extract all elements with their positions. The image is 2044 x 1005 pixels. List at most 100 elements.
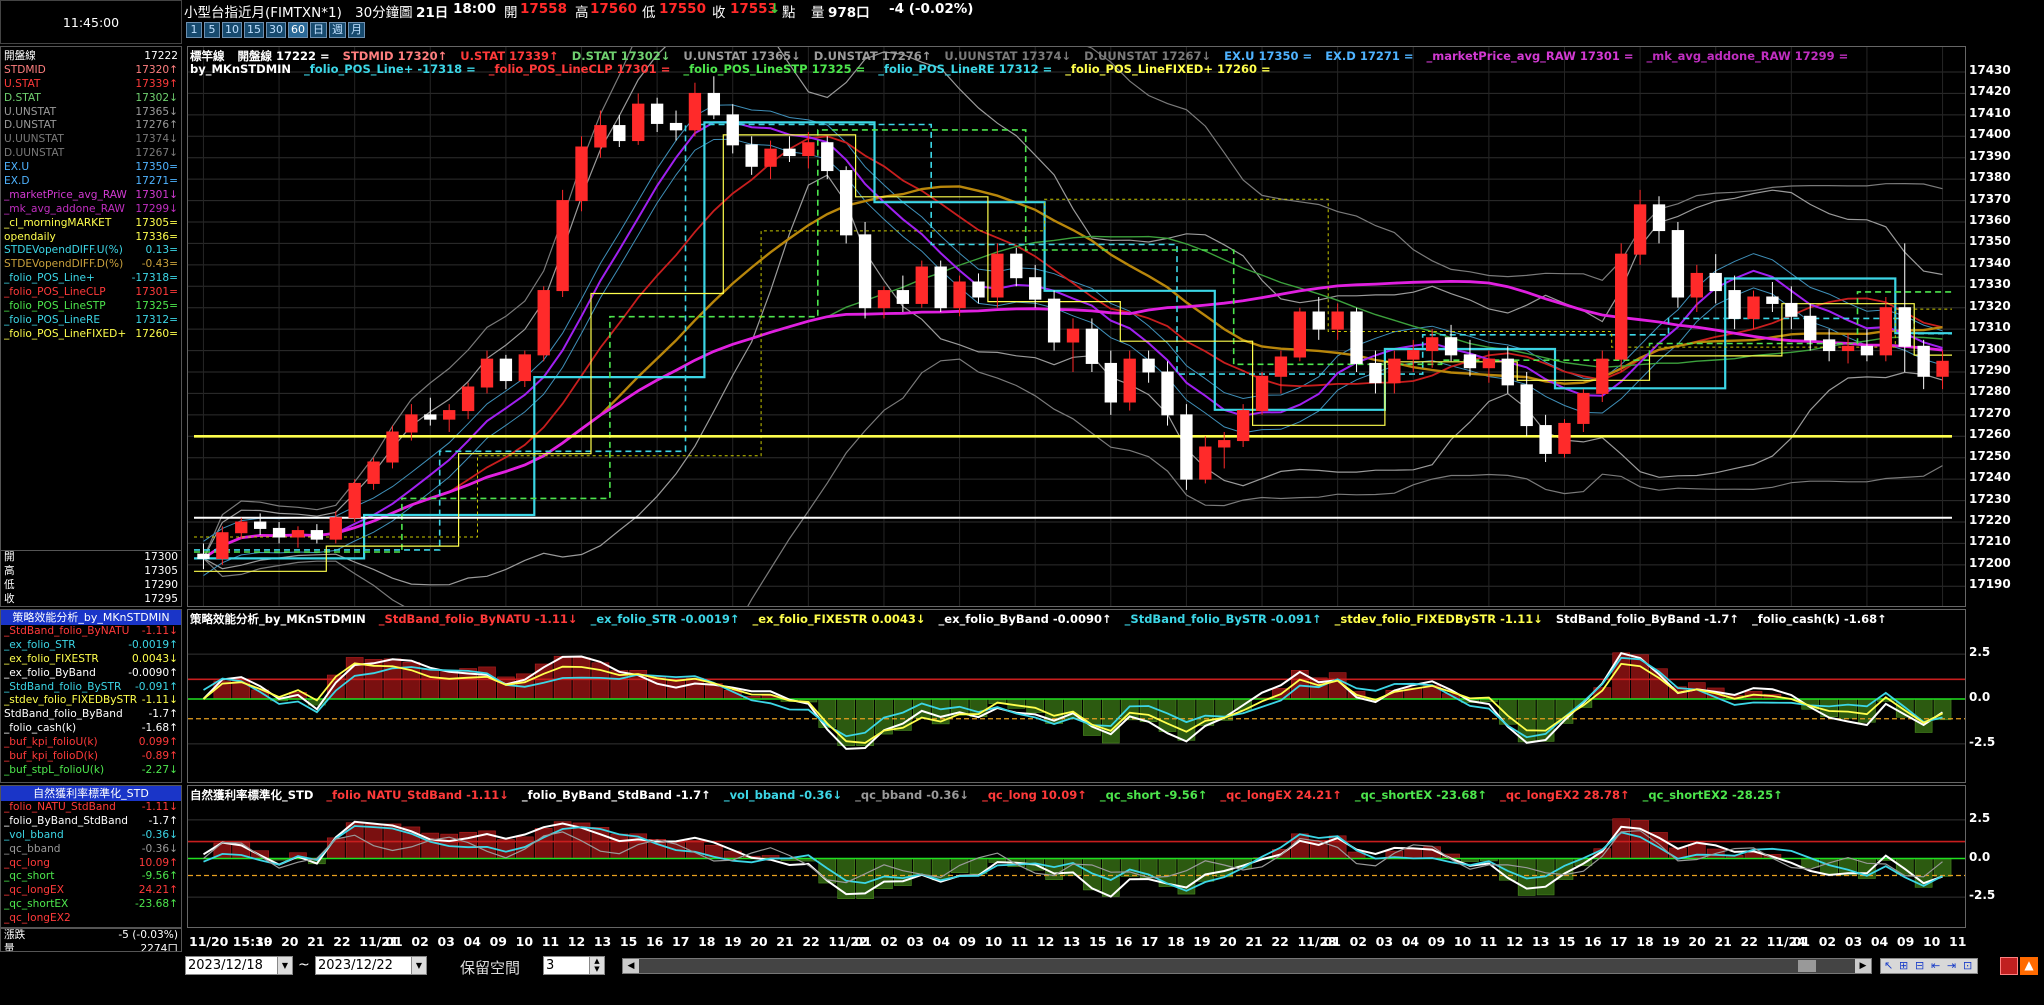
- scroll-left-icon[interactable]: ◀: [623, 959, 639, 973]
- candle-body[interactable]: [1388, 358, 1401, 384]
- candle-body[interactable]: [783, 148, 796, 157]
- candle-body[interactable]: [1501, 358, 1514, 386]
- candle-body[interactable]: [216, 532, 229, 559]
- candle-body[interactable]: [1709, 272, 1722, 292]
- candle-body[interactable]: [235, 521, 248, 534]
- candle-body[interactable]: [1369, 362, 1382, 384]
- candle-body[interactable]: [1652, 204, 1666, 232]
- candle-body[interactable]: [839, 170, 853, 236]
- candle-body[interactable]: [329, 517, 342, 540]
- period-button-7[interactable]: 週: [329, 22, 346, 38]
- candle-body[interactable]: [934, 266, 947, 309]
- candle-body[interactable]: [1577, 392, 1590, 424]
- candle-body[interactable]: [1029, 277, 1042, 300]
- candle-body[interactable]: [480, 358, 494, 388]
- candle-body[interactable]: [1463, 354, 1477, 369]
- candle-body[interactable]: [896, 290, 910, 304]
- candle-body[interactable]: [1615, 253, 1628, 360]
- candle-body[interactable]: [669, 122, 683, 131]
- candle-body[interactable]: [1407, 350, 1420, 360]
- candle-body[interactable]: [1085, 328, 1099, 364]
- scroll-right-icon[interactable]: ▶: [1855, 959, 1871, 973]
- chevron-down-icon[interactable]: ▼: [411, 957, 426, 974]
- candle-body[interactable]: [915, 266, 928, 304]
- candle-body[interactable]: [1425, 337, 1439, 352]
- candle-body[interactable]: [1539, 425, 1552, 454]
- candle-body[interactable]: [518, 354, 531, 382]
- candle-body[interactable]: [1690, 272, 1703, 298]
- candle-body[interactable]: [1898, 307, 1911, 347]
- candle-body[interactable]: [1104, 362, 1117, 403]
- candle-body[interactable]: [575, 146, 588, 202]
- candle-body[interactable]: [802, 142, 815, 157]
- candle-body[interactable]: [291, 530, 305, 538]
- candle-body[interactable]: [197, 553, 210, 559]
- candle-body[interactable]: [821, 142, 834, 172]
- period-button-8[interactable]: 月: [348, 22, 365, 38]
- candle-body[interactable]: [688, 92, 702, 131]
- candle-body[interactable]: [1293, 311, 1307, 358]
- period-button-6[interactable]: 日: [310, 22, 327, 38]
- candle-body[interactable]: [1633, 204, 1647, 255]
- candle-body[interactable]: [650, 103, 664, 124]
- candle-body[interactable]: [594, 125, 607, 148]
- price-chart-canvas[interactable]: [188, 47, 1965, 606]
- candle-body[interactable]: [726, 114, 739, 146]
- candle-body[interactable]: [613, 125, 626, 142]
- chevron-down-icon[interactable]: ▼: [277, 957, 292, 974]
- candle-body[interactable]: [1180, 414, 1193, 480]
- candle-body[interactable]: [1822, 339, 1836, 352]
- candle-body[interactable]: [972, 281, 985, 298]
- candle-body[interactable]: [499, 358, 513, 382]
- candle-body[interactable]: [386, 431, 399, 463]
- candle-body[interactable]: [1312, 311, 1325, 330]
- candle-body[interactable]: [348, 482, 361, 519]
- candle-body[interactable]: [367, 461, 380, 484]
- candle-body[interactable]: [632, 103, 645, 142]
- period-button-2[interactable]: 10: [222, 22, 242, 38]
- candle-body[interactable]: [1236, 410, 1250, 442]
- candle-body[interactable]: [537, 290, 550, 356]
- candle-body[interactable]: [1047, 298, 1061, 343]
- candle-body[interactable]: [1350, 311, 1363, 364]
- candle-body[interactable]: [877, 290, 891, 309]
- period-button-3[interactable]: 15: [244, 22, 264, 38]
- candle-body[interactable]: [1520, 384, 1533, 427]
- candle-body[interactable]: [1841, 345, 1855, 352]
- candle-body[interactable]: [1066, 328, 1080, 343]
- candle-body[interactable]: [1218, 440, 1231, 448]
- candle-body[interactable]: [556, 200, 569, 292]
- strategy-indicator-pane[interactable]: 策略效能分析_by_MKnSTDMIN _StdBand_folio_ByNATU…: [187, 609, 1966, 783]
- candle-body[interactable]: [1010, 253, 1023, 279]
- candle-body[interactable]: [1879, 307, 1893, 356]
- candle-body[interactable]: [1123, 358, 1136, 403]
- candle-body[interactable]: [443, 410, 456, 420]
- scrollbar-thumb[interactable]: [1798, 960, 1816, 972]
- period-button-1[interactable]: 5: [204, 22, 220, 38]
- reset-zoom-icon[interactable]: ⊡: [1963, 959, 1973, 972]
- candle-body[interactable]: [1804, 315, 1817, 341]
- candle-body[interactable]: [1766, 296, 1779, 304]
- std-indicator-pane[interactable]: 自然獲利率標準化_STD _folio_NATU_StdBand -1.11↓ _f…: [187, 785, 1966, 928]
- candle-body[interactable]: [272, 527, 286, 538]
- candle-body[interactable]: [764, 148, 777, 167]
- horizontal-scrollbar[interactable]: ◀ ▶: [622, 958, 1872, 974]
- std-indicator-canvas[interactable]: [188, 786, 1965, 927]
- candle-body[interactable]: [1860, 345, 1874, 356]
- candle-body[interactable]: [1917, 345, 1930, 377]
- candle-body[interactable]: [1255, 375, 1269, 412]
- candle-body[interactable]: [461, 386, 475, 412]
- alert-icon[interactable]: [2000, 957, 2018, 975]
- candle-body[interactable]: [1199, 446, 1212, 480]
- period-button-5[interactable]: 60: [288, 22, 308, 38]
- candle-body[interactable]: [1444, 337, 1458, 356]
- candle-body[interactable]: [1671, 230, 1685, 298]
- cursor-tool-icon[interactable]: ↖: [1884, 959, 1894, 972]
- scroll-forward-icon[interactable]: ⇥: [1947, 959, 1957, 972]
- candle-body[interactable]: [1785, 302, 1798, 317]
- candle-body[interactable]: [405, 414, 418, 433]
- candle-body[interactable]: [1596, 358, 1609, 394]
- strategy-indicator-canvas[interactable]: [188, 610, 1965, 782]
- scroll-back-icon[interactable]: ⇤: [1931, 959, 1941, 972]
- zoom-in-icon[interactable]: ⊞: [1899, 959, 1909, 972]
